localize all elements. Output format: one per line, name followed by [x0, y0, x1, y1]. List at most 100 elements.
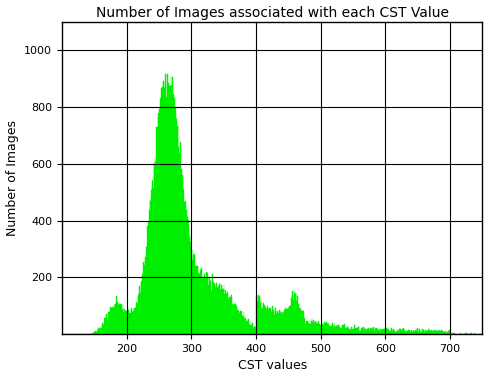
Bar	[112, 307, 113, 334]
Bar	[454, 333, 455, 334]
Bar	[406, 332, 407, 334]
Bar	[361, 330, 362, 334]
Bar	[186, 210, 187, 334]
Bar	[263, 303, 264, 334]
Bar	[416, 330, 417, 334]
Bar	[379, 331, 380, 334]
Bar	[183, 189, 184, 334]
Bar	[389, 331, 390, 334]
Bar	[427, 331, 428, 334]
Bar	[421, 332, 422, 334]
Bar	[337, 327, 338, 334]
Bar	[174, 98, 175, 334]
Bar	[99, 327, 100, 334]
Bar	[169, 86, 170, 334]
Bar	[298, 304, 299, 334]
Bar	[220, 283, 221, 334]
Bar	[325, 324, 326, 334]
Bar	[214, 284, 215, 334]
Bar	[162, 87, 163, 334]
Bar	[105, 318, 106, 334]
Bar	[289, 305, 290, 334]
Bar	[343, 326, 344, 334]
Bar	[122, 306, 123, 334]
Bar	[410, 332, 411, 334]
Bar	[248, 319, 249, 334]
Bar	[333, 327, 334, 334]
Bar	[418, 332, 419, 334]
Bar	[102, 323, 103, 334]
Bar	[267, 309, 268, 334]
Bar	[159, 109, 160, 334]
Bar	[111, 307, 112, 334]
Bar	[151, 190, 152, 334]
Bar	[113, 308, 114, 334]
Bar	[103, 325, 104, 334]
Bar	[218, 290, 219, 334]
Bar	[341, 329, 342, 334]
Bar	[217, 288, 218, 334]
Bar	[302, 311, 303, 334]
Bar	[189, 237, 190, 334]
Bar	[231, 295, 232, 334]
Bar	[347, 327, 348, 334]
Bar	[340, 328, 341, 334]
Bar	[117, 303, 118, 334]
Bar	[171, 85, 172, 334]
Bar	[412, 330, 413, 334]
Bar	[305, 324, 306, 334]
Bar	[197, 266, 198, 334]
Bar	[100, 328, 101, 334]
Bar	[346, 328, 347, 334]
Bar	[465, 333, 466, 334]
Bar	[244, 319, 245, 334]
Bar	[366, 328, 367, 334]
Bar	[400, 329, 401, 334]
Bar	[94, 332, 95, 334]
Bar	[230, 297, 231, 334]
Bar	[252, 322, 253, 334]
Bar	[441, 330, 442, 334]
Bar	[175, 108, 176, 334]
Bar	[304, 318, 305, 334]
Bar	[376, 328, 377, 334]
Bar	[235, 304, 236, 334]
Bar	[395, 332, 396, 334]
Bar	[238, 309, 239, 334]
Bar	[215, 287, 216, 334]
Bar	[449, 330, 450, 334]
Bar	[313, 320, 314, 334]
Bar	[470, 333, 471, 334]
Bar	[145, 257, 146, 334]
Bar	[326, 322, 327, 334]
Bar	[407, 332, 408, 334]
Bar	[424, 332, 425, 334]
Bar	[165, 74, 166, 334]
Bar	[348, 328, 349, 334]
Bar	[150, 201, 151, 334]
Bar	[216, 286, 217, 334]
Bar	[404, 330, 405, 334]
Bar	[129, 313, 130, 334]
Bar	[194, 265, 195, 334]
Bar	[241, 311, 242, 334]
Bar	[234, 304, 235, 334]
Bar	[104, 322, 105, 334]
Bar	[262, 302, 263, 334]
Bar	[329, 326, 330, 334]
Bar	[466, 333, 467, 334]
Bar	[137, 304, 138, 334]
Bar	[273, 310, 274, 334]
Bar	[116, 296, 117, 334]
Bar	[372, 329, 373, 334]
Bar	[430, 332, 431, 334]
Bar	[139, 293, 140, 334]
Bar	[402, 329, 403, 334]
Bar	[290, 305, 291, 334]
Bar	[288, 308, 289, 334]
Bar	[184, 202, 185, 334]
Bar	[319, 324, 320, 334]
Bar	[199, 274, 200, 334]
Bar	[270, 308, 271, 334]
Bar	[453, 333, 454, 334]
